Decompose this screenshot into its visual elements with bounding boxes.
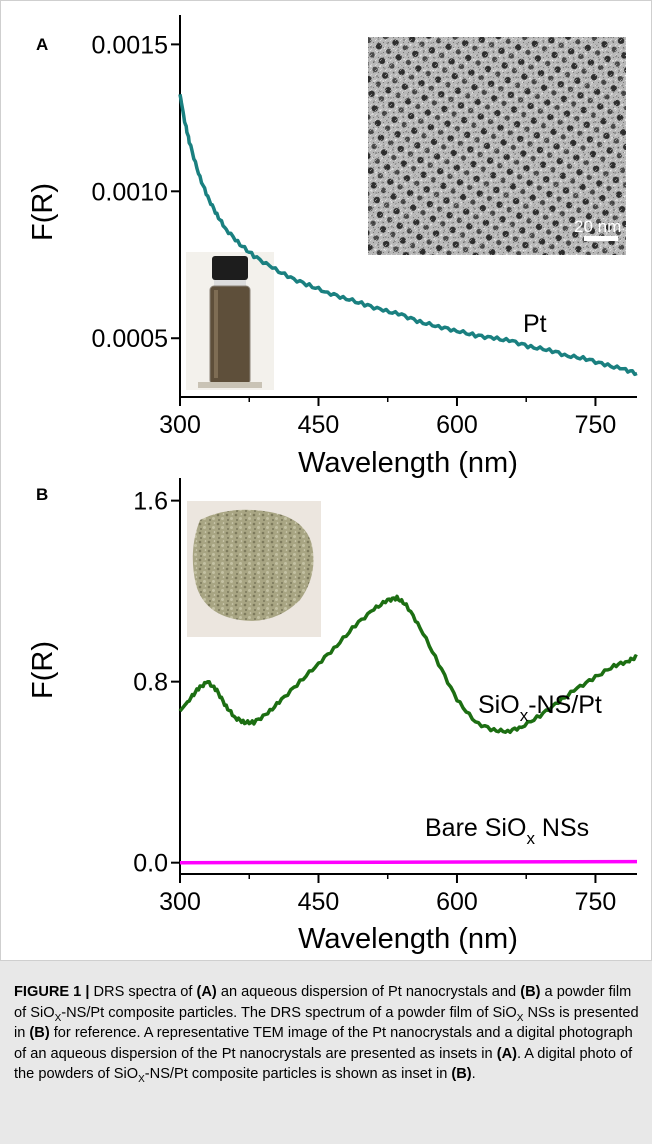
caption-text: . A digital photo of the powders of SiO bbox=[14, 1045, 633, 1083]
x-tick-label: 750 bbox=[575, 888, 617, 916]
plot-b: 300 450 600 750 0.0 0.8 1.6 SiOx-NS/Pt Bare Si… bbox=[27, 478, 638, 955]
caption-subscript: X bbox=[54, 1012, 62, 1024]
y-tick-label: 0.0005 bbox=[92, 325, 168, 353]
x-tick-label: 600 bbox=[436, 411, 478, 439]
caption-subscript: X bbox=[516, 1012, 524, 1024]
plot-b-ticks: 300 450 600 750 0.0 0.8 1.6 bbox=[133, 488, 616, 916]
y-tick-label: 0.0 bbox=[133, 850, 168, 878]
x-tick-label: 450 bbox=[298, 888, 340, 916]
caption-text: -NS/Pt composite particles is shown as i… bbox=[144, 1066, 452, 1083]
panel-b-label: B bbox=[36, 485, 48, 504]
tem-image-inset: 20 nm bbox=[368, 37, 626, 255]
caption-subscript: X bbox=[138, 1074, 145, 1086]
frame-top-border bbox=[0, 0, 652, 1]
x-tick-label: 600 bbox=[436, 888, 478, 916]
frame-left-border bbox=[0, 0, 1, 1143]
x-tick-label: 300 bbox=[159, 888, 201, 916]
caption-text: . bbox=[471, 1066, 476, 1083]
x-tick-label: 750 bbox=[575, 411, 617, 439]
caption-text: a powder film of SiO bbox=[14, 984, 632, 1021]
pt-series-label: Pt bbox=[523, 310, 547, 338]
y-tick-label: 0.0010 bbox=[92, 178, 168, 206]
y-tick-label: 0.8 bbox=[133, 669, 168, 697]
caption-ref: (B) bbox=[451, 1066, 472, 1083]
x-tick-label: 450 bbox=[298, 411, 340, 439]
caption-text: NSs is presented in bbox=[14, 1004, 639, 1042]
caption-label: FIGURE 1 | bbox=[14, 984, 90, 1000]
plot-a-ticks: 300 450 600 750 0.0005 0.0010 0.0015 bbox=[92, 31, 617, 439]
caption-text: for reference. A representative TEM imag… bbox=[14, 1025, 633, 1062]
sioxns-pt-series-label: SiOx-NS/Pt bbox=[478, 691, 602, 725]
powder-photo-inset bbox=[187, 501, 321, 637]
caption-ref: (A) bbox=[496, 1045, 517, 1062]
bare-siox-spectrum-line bbox=[179, 859, 638, 865]
caption-text: -NS/Pt composite particles. The DRS spec… bbox=[61, 1004, 517, 1021]
plot-b-y-label: F(R) bbox=[27, 641, 59, 699]
y-tick-label: 0.0015 bbox=[92, 31, 168, 59]
caption-ref: (B) bbox=[520, 984, 541, 1000]
tem-scale-bar bbox=[584, 236, 618, 241]
tem-scale-label: 20 nm bbox=[574, 217, 621, 236]
caption-box bbox=[0, 960, 652, 1144]
figure-caption: FIGURE 1 | DRS spectra of (A) an aqueous… bbox=[14, 982, 640, 1085]
pt-spectrum-line bbox=[178, 93, 638, 377]
plot-a-x-label: Wavelength (nm) bbox=[298, 447, 518, 479]
x-tick-label: 300 bbox=[159, 411, 201, 439]
caption-ref: (A) bbox=[196, 984, 217, 1000]
plot-a-y-label: F(R) bbox=[27, 183, 59, 241]
bare-siox-series-label: Bare SiOx NSs bbox=[425, 814, 589, 848]
sioxns-pt-spectrum-line bbox=[178, 594, 638, 735]
y-tick-label: 1.6 bbox=[133, 488, 168, 516]
figure-canvas: A 300 450 600 750 0.0005 0.0010 0.0015 20 nm P… bbox=[27, 15, 638, 955]
caption-ref: (B) bbox=[29, 1025, 50, 1042]
plot-b-x-label: Wavelength (nm) bbox=[298, 923, 518, 955]
caption-text: DRS spectra of bbox=[89, 984, 197, 1000]
vial-photo-inset bbox=[186, 252, 274, 390]
panel-a-label: A bbox=[36, 35, 48, 54]
caption-text: an aqueous dispersion of Pt nanocrystals… bbox=[216, 984, 521, 1000]
